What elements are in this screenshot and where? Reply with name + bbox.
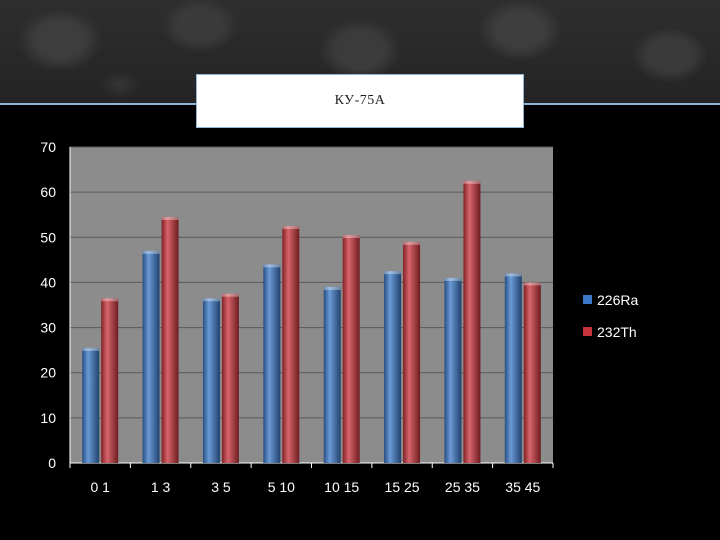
bar-226ra — [504, 273, 522, 463]
bar-top-highlight — [221, 293, 239, 297]
bar-226ra — [323, 286, 341, 463]
bar-top-highlight — [384, 271, 402, 275]
bar-top-highlight — [282, 226, 300, 229]
y-tick-label: 70 — [40, 139, 56, 155]
bar-top-highlight — [323, 286, 341, 290]
bar-232th — [523, 282, 541, 463]
legend-swatch — [583, 295, 592, 304]
bar-top-highlight — [101, 298, 119, 302]
bar-232th — [101, 298, 119, 463]
bar-226ra — [263, 264, 281, 463]
bar-226ra — [82, 347, 100, 463]
bar-226ra — [142, 250, 160, 463]
legend-label: 232Th — [597, 324, 637, 340]
x-tick-label: 35 45 — [505, 479, 540, 495]
x-tick-label: 1 3 — [151, 479, 171, 495]
header-background — [0, 0, 720, 103]
x-tick-label: 0 1 — [90, 479, 110, 495]
x-tick-label: 15 25 — [385, 479, 420, 495]
bar-top-highlight — [142, 250, 160, 254]
y-tick-label: 20 — [40, 365, 56, 381]
bar-top-highlight — [504, 273, 522, 277]
x-tick-label: 3 5 — [211, 479, 231, 495]
bar-226ra — [384, 271, 402, 463]
x-tick-label: 5 10 — [268, 479, 295, 495]
bar-top-highlight — [202, 298, 220, 302]
bar-top-highlight — [263, 264, 281, 268]
y-tick-label: 0 — [48, 455, 56, 471]
bar-232th — [221, 293, 239, 463]
legend-label: 226Ra — [597, 292, 638, 308]
bar-232th — [161, 216, 179, 463]
x-tick-label: 25 35 — [445, 479, 480, 495]
bar-232th — [282, 226, 300, 463]
legend-swatch — [583, 327, 592, 336]
bar-top-highlight — [342, 235, 360, 239]
y-tick-label: 60 — [40, 184, 56, 200]
bar-226ra — [202, 298, 220, 463]
y-tick-label: 40 — [40, 274, 56, 290]
title-box: КУ-75А — [196, 74, 524, 128]
y-tick-label: 30 — [40, 320, 56, 336]
bar-top-highlight — [161, 216, 179, 220]
chart-title: КУ-75А — [334, 93, 386, 108]
bar-top-highlight — [463, 180, 481, 184]
x-tick-label: 10 15 — [324, 479, 359, 495]
bar-232th — [463, 180, 481, 463]
bar-top-highlight — [523, 282, 541, 286]
bar-top-highlight — [82, 347, 100, 351]
bar-top-highlight — [444, 277, 462, 281]
plot-area — [70, 147, 553, 463]
bar-top-highlight — [403, 241, 421, 245]
bar-232th — [342, 235, 360, 463]
y-tick-label: 10 — [40, 410, 56, 426]
bar-232th — [403, 241, 421, 463]
bar-226ra — [444, 277, 462, 463]
y-tick-label: 50 — [40, 229, 56, 245]
